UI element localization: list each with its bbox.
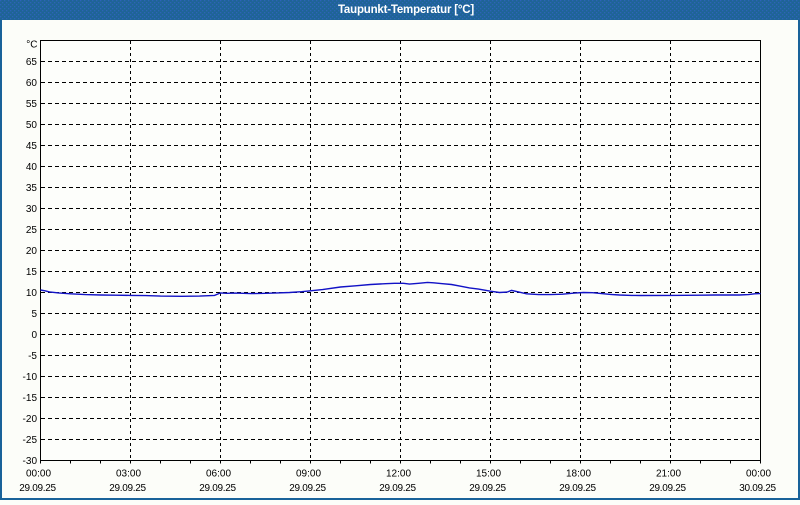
svg-text:45: 45: [26, 141, 38, 152]
svg-text:°C: °C: [26, 40, 37, 51]
svg-text:10: 10: [26, 288, 38, 299]
svg-text:30.09.25: 30.09.25: [739, 483, 776, 494]
svg-text:60: 60: [26, 78, 38, 89]
svg-text:-5: -5: [28, 351, 37, 362]
svg-text:50: 50: [26, 120, 38, 131]
svg-text:35: 35: [26, 183, 38, 194]
svg-text:5: 5: [31, 309, 37, 320]
svg-text:55: 55: [26, 99, 38, 110]
svg-text:29.09.25: 29.09.25: [379, 483, 416, 494]
svg-text:-25: -25: [23, 435, 38, 446]
svg-text:29.09.25: 29.09.25: [289, 483, 326, 494]
svg-text:15: 15: [26, 267, 38, 278]
svg-text:25: 25: [26, 225, 38, 236]
svg-text:29.09.25: 29.09.25: [109, 483, 146, 494]
svg-text:30: 30: [26, 204, 38, 215]
svg-text:09:00: 09:00: [296, 469, 321, 480]
svg-text:18:00: 18:00: [566, 469, 591, 480]
svg-text:15:00: 15:00: [476, 469, 501, 480]
svg-text:03:00: 03:00: [116, 469, 141, 480]
svg-text:40: 40: [26, 162, 38, 173]
svg-text:29.09.25: 29.09.25: [469, 483, 506, 494]
svg-text:20: 20: [26, 246, 38, 257]
svg-text:-20: -20: [23, 414, 38, 425]
svg-text:-15: -15: [23, 393, 38, 404]
svg-text:29.09.25: 29.09.25: [19, 483, 56, 494]
svg-text:-30: -30: [23, 456, 38, 467]
svg-text:21:00: 21:00: [656, 469, 681, 480]
svg-text:29.09.25: 29.09.25: [199, 483, 236, 494]
svg-text:-10: -10: [23, 372, 38, 383]
svg-text:12:00: 12:00: [386, 469, 411, 480]
svg-text:65: 65: [26, 57, 38, 68]
svg-text:0: 0: [31, 330, 37, 341]
svg-text:00:00: 00:00: [26, 469, 51, 480]
svg-text:06:00: 06:00: [206, 469, 231, 480]
svg-text:00:00: 00:00: [746, 469, 771, 480]
svg-text:29.09.25: 29.09.25: [559, 483, 596, 494]
svg-text:29.09.25: 29.09.25: [649, 483, 686, 494]
